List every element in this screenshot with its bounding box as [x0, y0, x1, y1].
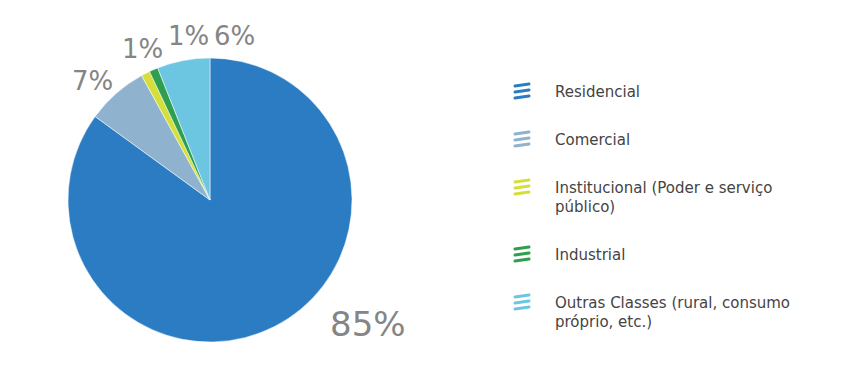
legend-label: Industrial — [555, 246, 625, 264]
pie-slice — [68, 58, 352, 342]
legend-label: Institucional (Poder e serviçopúblico) — [555, 179, 772, 216]
data-labels: 85%7%1%1%6% — [72, 21, 406, 344]
legend-item: Institucional (Poder e serviçopúblico) — [515, 179, 772, 216]
legend-swatch — [515, 132, 529, 146]
legend-swatch — [515, 247, 529, 261]
legend-swatch — [515, 180, 529, 194]
data-label: 7% — [72, 66, 113, 96]
legend: Residencial Comercial Institucional (Poder… — [515, 83, 790, 331]
data-label: 1% — [122, 34, 163, 64]
data-label: 6% — [214, 21, 255, 51]
legend-item: Residencial — [515, 83, 640, 101]
legend-label: Residencial — [555, 83, 640, 101]
legend-item: Comercial — [515, 131, 630, 149]
pie-slice — [158, 58, 210, 200]
data-label: 1% — [168, 21, 209, 51]
legend-label: Comercial — [555, 131, 630, 149]
legend-swatch — [515, 84, 529, 98]
legend-item: Industrial — [515, 246, 625, 264]
legend-label: Outras Classes (rural, consumopróprio, e… — [555, 294, 790, 331]
pie — [68, 58, 352, 342]
data-label: 85% — [330, 304, 406, 344]
chart: 85%7%1%1%6%ResidencialComercialInstituci… — [0, 0, 868, 385]
legend-swatch — [515, 295, 529, 309]
legend-item: Outras Classes (rural, consumopróprio, e… — [515, 294, 790, 331]
